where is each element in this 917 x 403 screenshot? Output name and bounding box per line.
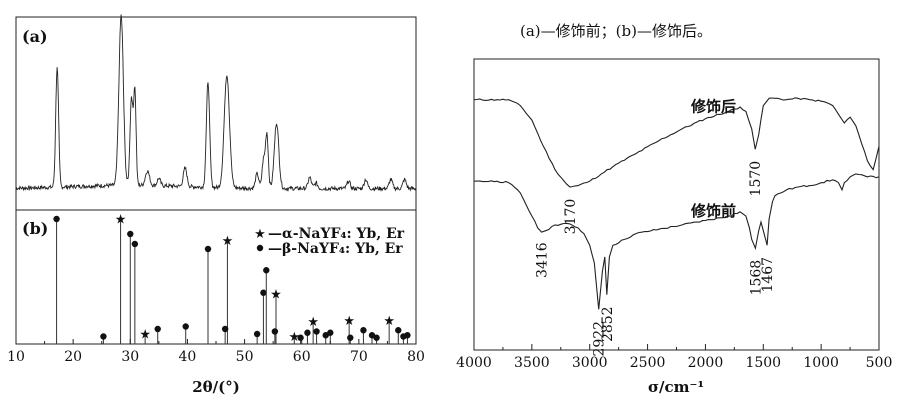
beta-marker [221, 325, 229, 333]
beta-marker [53, 215, 60, 223]
x-tick-label: 20 [64, 349, 82, 365]
series-label: 修饰后 [690, 97, 736, 115]
beta-marker [271, 328, 279, 335]
peak-label: 1568 [748, 260, 764, 296]
x-tick-label: 70 [350, 349, 368, 365]
peak-label: 1467 [760, 257, 776, 293]
beta-marker [404, 332, 411, 339]
x-tick-label: 60 [293, 349, 311, 365]
peak-label: 1570 [748, 161, 764, 197]
x-tick-label: 1500 [745, 355, 781, 371]
beta-marker [260, 289, 267, 296]
series-after-modification [473, 97, 880, 188]
ftir-plot-frame [473, 58, 880, 351]
x-tick-label: 4000 [456, 355, 492, 371]
beta-marker [263, 267, 270, 274]
legend-star-marker: ★ [254, 227, 266, 242]
legend: ★ —α-NaYF₄: Yb, Er —β-NaYF₄: Yb, Er [254, 226, 405, 257]
x-tick-label: 80 [407, 349, 425, 365]
series-before-modification [473, 173, 880, 310]
beta-marker [327, 329, 334, 336]
beta-marker [297, 334, 304, 341]
x-tick-label: 2500 [630, 355, 666, 371]
alpha-marker: ★ [270, 288, 282, 303]
x-tick-label: 500 [866, 355, 893, 371]
alpha-marker: ★ [139, 328, 151, 343]
beta-marker [100, 333, 107, 340]
alpha-marker: ★ [383, 314, 395, 329]
x-axis: 10 20 30 40 50 60 70 80 [7, 339, 425, 365]
alpha-marker: ★ [115, 213, 127, 228]
legend-alpha-label: —α-NaYF₄: Yb, Er [268, 226, 405, 242]
peak-label: 2922 [592, 321, 608, 357]
beta-marker [360, 327, 367, 334]
alpha-marker: ★ [307, 315, 319, 330]
legend-beta-label: —β-NaYF₄: Yb, Er [268, 241, 403, 257]
beta-marker [304, 329, 311, 336]
x-tick-label: 50 [236, 349, 254, 365]
x-axis-label: σ/cm⁻¹ [648, 378, 704, 396]
x-tick-label: 3500 [514, 355, 550, 371]
panel-a-label: (a) [22, 27, 48, 46]
alpha-marker: ★ [343, 314, 355, 329]
x-tick-label: 10 [7, 349, 25, 365]
x-tick-label: 3000 [572, 355, 608, 371]
series-label: 修饰前 [690, 202, 736, 220]
peak-label: 3170 [563, 199, 579, 235]
peak-label: 2852 [600, 306, 616, 342]
x-tick-label: 1000 [803, 355, 839, 371]
x-tick-label: 2000 [688, 355, 724, 371]
x-axis-label: 2θ/(°) [192, 378, 240, 396]
ftir-spectra [473, 97, 880, 310]
beta-marker [204, 245, 212, 253]
figure-caption: (a)—修饰前；(b)—修饰后。 [520, 22, 712, 40]
beta-marker [127, 230, 134, 238]
reference-sticks: ★ ★ ★ ★ ★ ★ ★ ★ [53, 213, 411, 345]
beta-marker [395, 327, 402, 334]
beta-marker [154, 325, 161, 333]
x-tick-label: 40 [179, 349, 197, 365]
peak-label: 3416 [535, 242, 551, 278]
beta-marker [313, 328, 320, 335]
legend-circle-marker [256, 244, 264, 252]
beta-marker [373, 334, 380, 341]
panel-a-frame [15, 16, 417, 211]
x-tick-label: 30 [121, 349, 139, 365]
x-axis: 4000 3500 3000 2500 2000 1500 1000 500 [456, 344, 892, 371]
xrd-pattern-line [15, 14, 417, 192]
alpha-marker: ★ [288, 330, 300, 345]
beta-marker [253, 330, 261, 338]
beta-marker [131, 240, 139, 248]
xrd-figure: (a) (b) ★ ★ ★ ★ ★ ★ ★ ★ 10 20 30 40 50 60 70 80 2θ/(°)… [7, 14, 425, 396]
panel-b-label: (b) [22, 219, 48, 238]
beta-marker [182, 323, 189, 330]
beta-marker [347, 334, 354, 341]
xrd-curve [15, 14, 417, 192]
alpha-marker: ★ [222, 234, 234, 249]
